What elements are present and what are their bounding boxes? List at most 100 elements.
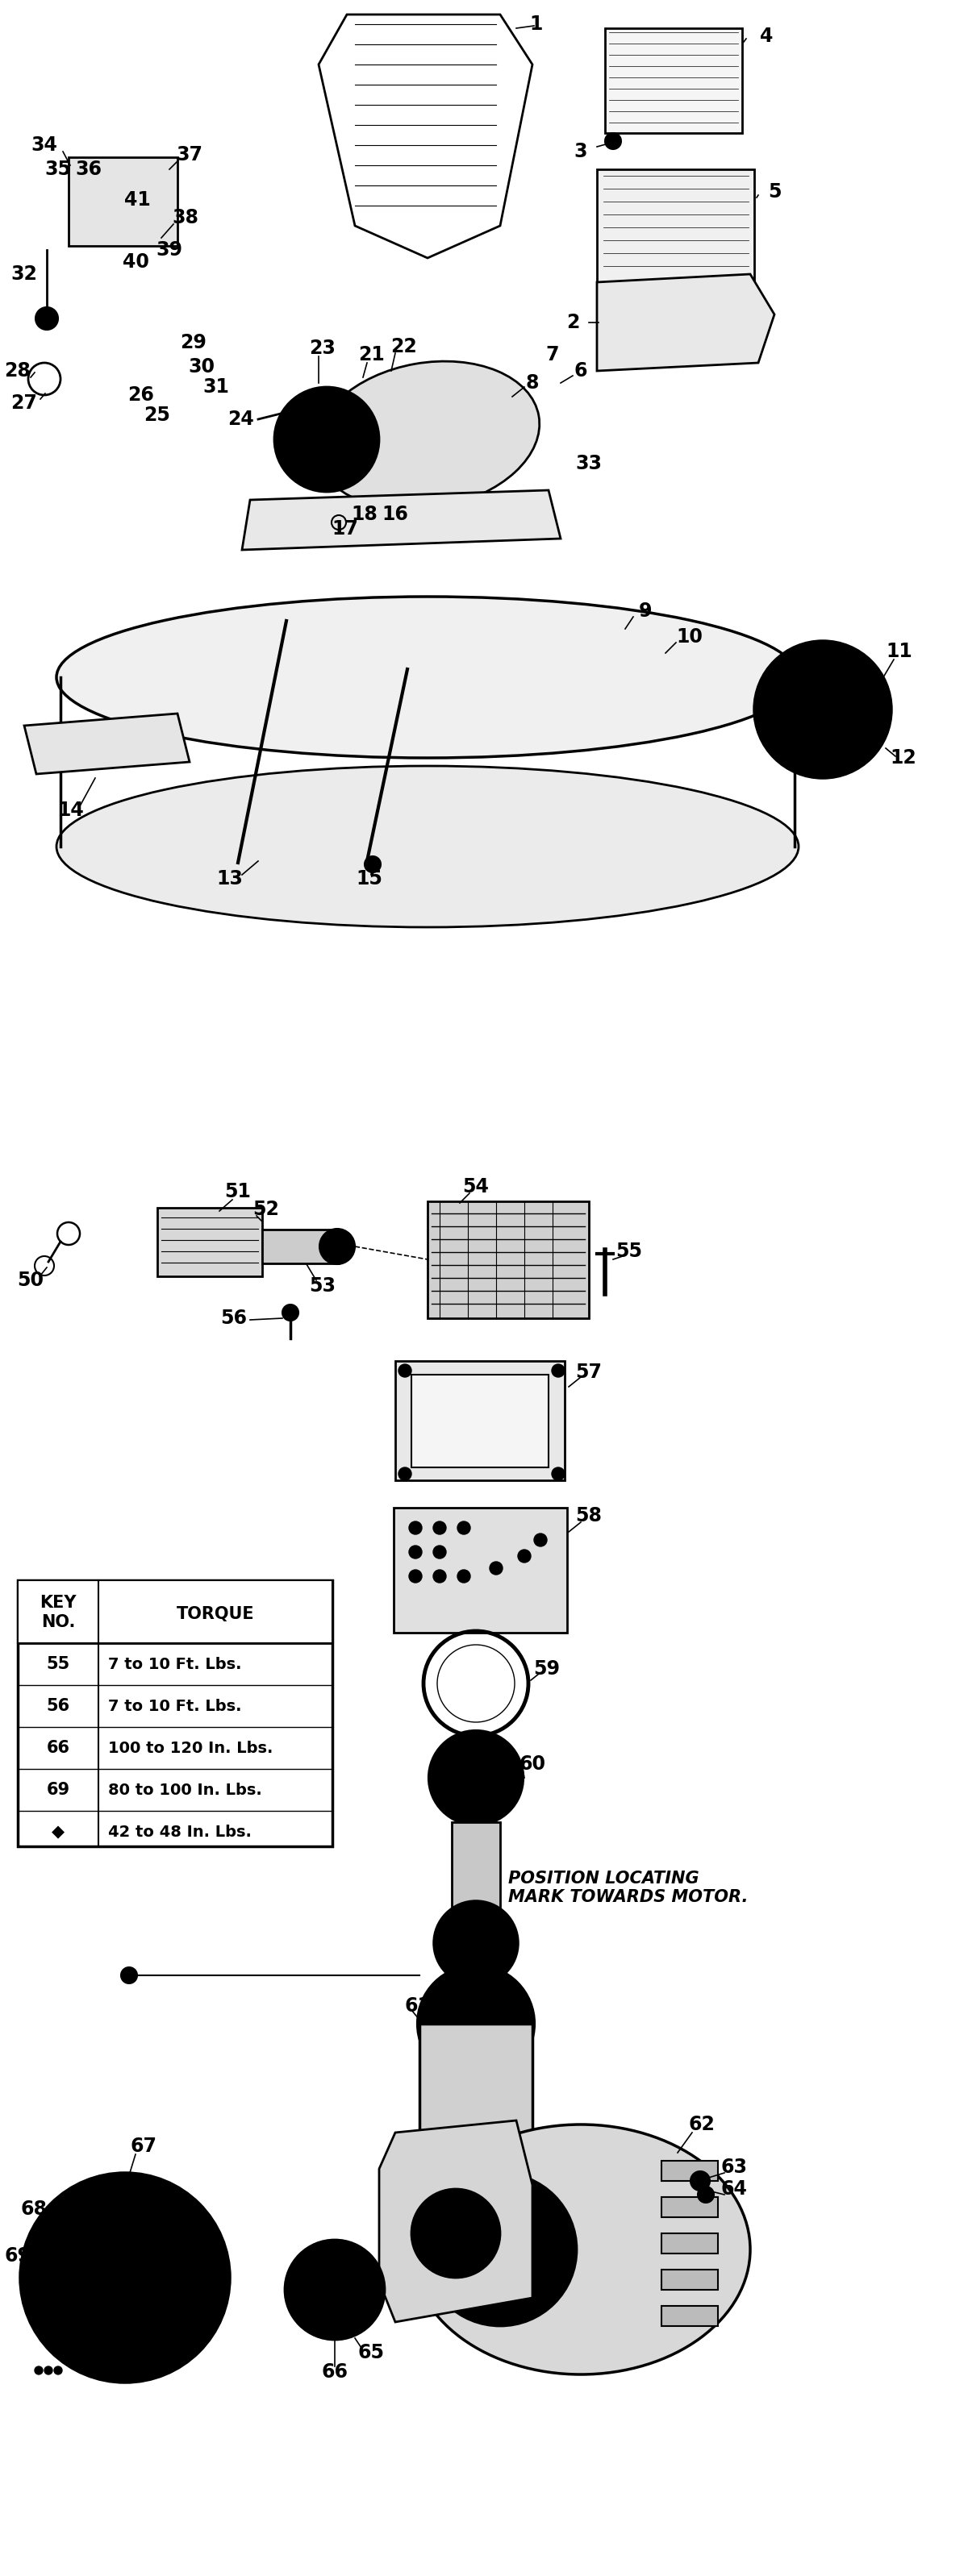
Text: 16: 16 — [382, 505, 408, 523]
Text: 42 to 48 In. Lbs.: 42 to 48 In. Lbs. — [108, 1824, 252, 1839]
Circle shape — [283, 1303, 298, 1321]
Text: ◆: ◆ — [51, 1824, 65, 1839]
Circle shape — [399, 1365, 411, 1378]
Text: 12: 12 — [891, 747, 917, 768]
Circle shape — [534, 1533, 547, 1546]
Text: 28: 28 — [5, 361, 31, 381]
Circle shape — [36, 307, 58, 330]
Circle shape — [294, 407, 359, 471]
Polygon shape — [242, 489, 560, 549]
Text: 56: 56 — [221, 1309, 247, 1327]
Bar — [428, 1200, 589, 1319]
Circle shape — [35, 2367, 43, 2375]
Bar — [262, 1229, 339, 1262]
Text: 14: 14 — [58, 801, 84, 819]
Text: 64: 64 — [721, 2179, 747, 2200]
Circle shape — [121, 1968, 137, 1984]
Text: 13: 13 — [217, 868, 243, 889]
Bar — [419, 2025, 532, 2148]
Bar — [395, 2148, 557, 2174]
Circle shape — [458, 1569, 470, 1582]
Text: 55: 55 — [616, 1242, 643, 1262]
Bar — [597, 170, 754, 283]
Text: 57: 57 — [576, 1363, 602, 1381]
Text: 58: 58 — [576, 1507, 602, 1525]
Circle shape — [285, 2239, 385, 2339]
Circle shape — [54, 2367, 62, 2375]
Text: 3: 3 — [574, 142, 588, 162]
Text: 29: 29 — [180, 332, 207, 353]
Circle shape — [418, 1965, 534, 2081]
Circle shape — [274, 386, 379, 492]
Bar — [17, 1579, 332, 1643]
Text: 59: 59 — [533, 1659, 560, 1680]
Circle shape — [424, 2174, 577, 2326]
Text: 26: 26 — [128, 386, 155, 404]
Text: KEY: KEY — [40, 1595, 76, 1610]
Bar — [395, 1360, 564, 1481]
Circle shape — [434, 1546, 446, 1558]
Circle shape — [315, 428, 339, 451]
Circle shape — [399, 1468, 411, 1481]
Bar — [661, 2306, 718, 2326]
Text: 65: 65 — [358, 2344, 384, 2362]
Ellipse shape — [56, 765, 799, 927]
Text: 4: 4 — [760, 26, 772, 46]
Circle shape — [411, 2190, 500, 2277]
Text: 2: 2 — [566, 312, 579, 332]
Circle shape — [409, 1522, 422, 1535]
Bar — [452, 1821, 500, 1919]
Text: 66: 66 — [46, 1739, 70, 1757]
Circle shape — [409, 1569, 422, 1582]
Text: 36: 36 — [76, 160, 102, 178]
Circle shape — [45, 2367, 52, 2375]
Circle shape — [322, 2277, 347, 2303]
Text: 40: 40 — [122, 252, 149, 270]
Circle shape — [778, 665, 867, 755]
Bar — [69, 157, 177, 245]
Ellipse shape — [316, 361, 539, 510]
Text: 34: 34 — [31, 137, 58, 155]
Circle shape — [552, 1468, 564, 1481]
Circle shape — [101, 2254, 149, 2303]
Circle shape — [409, 1546, 422, 1558]
Text: 60: 60 — [519, 1754, 546, 1775]
Text: 23: 23 — [310, 337, 336, 358]
Circle shape — [490, 1561, 502, 1574]
Circle shape — [115, 2267, 135, 2287]
Ellipse shape — [56, 598, 799, 757]
Text: 80 to 100 In. Lbs.: 80 to 100 In. Lbs. — [108, 1783, 262, 1798]
Bar — [17, 1579, 332, 1847]
Text: 39: 39 — [156, 240, 183, 260]
Text: 41: 41 — [124, 191, 150, 209]
Text: 66: 66 — [321, 2362, 348, 2383]
Text: 17: 17 — [332, 520, 358, 538]
Circle shape — [518, 1551, 530, 1564]
Text: 56: 56 — [46, 1698, 70, 1713]
Ellipse shape — [411, 2125, 750, 2375]
Circle shape — [754, 641, 892, 778]
Text: 50: 50 — [17, 1270, 44, 1291]
Text: 53: 53 — [310, 1275, 336, 1296]
Text: 7 to 10 Ft. Lbs.: 7 to 10 Ft. Lbs. — [108, 1698, 242, 1713]
Text: 54: 54 — [463, 1177, 489, 1195]
Text: 31: 31 — [203, 376, 229, 397]
Text: 51: 51 — [225, 1182, 252, 1200]
Circle shape — [434, 1901, 518, 1986]
Text: 9: 9 — [639, 600, 652, 621]
Text: 5: 5 — [768, 183, 781, 201]
Text: 55: 55 — [46, 1656, 70, 1672]
Circle shape — [690, 2172, 710, 2190]
Bar — [661, 2161, 718, 2182]
Circle shape — [434, 1522, 446, 1535]
Text: 10: 10 — [677, 629, 703, 647]
Polygon shape — [24, 714, 190, 773]
Text: 38: 38 — [172, 209, 198, 227]
Circle shape — [301, 2257, 369, 2324]
Text: 67: 67 — [131, 2136, 157, 2156]
Circle shape — [605, 134, 621, 149]
Text: 24: 24 — [227, 410, 254, 430]
Circle shape — [365, 855, 380, 873]
Text: 33: 33 — [576, 453, 602, 474]
Circle shape — [20, 2174, 230, 2383]
